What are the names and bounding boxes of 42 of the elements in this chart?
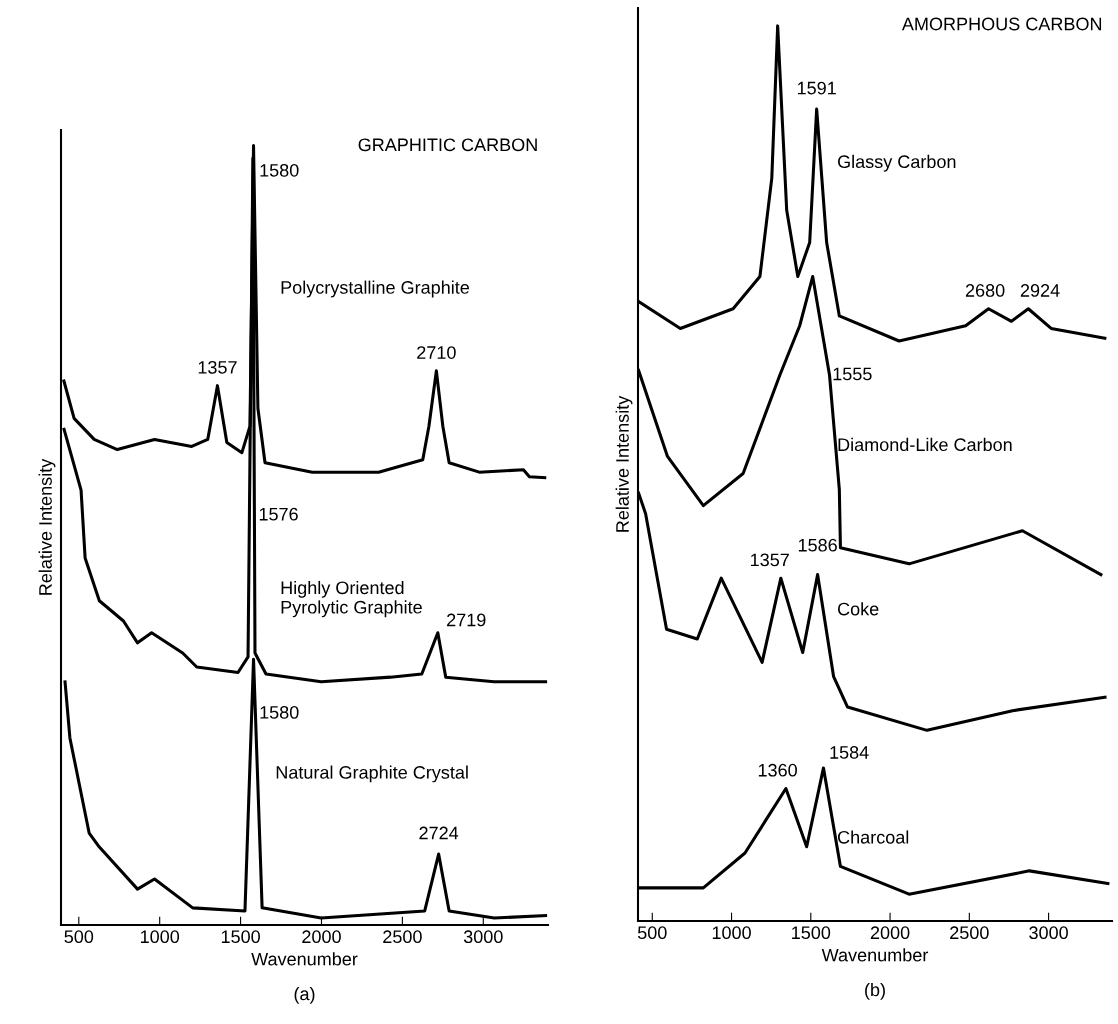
annotation: 1576 — [259, 507, 298, 521]
x-axis-title: Wavenumber — [251, 952, 358, 966]
annotation: 2710 — [417, 346, 456, 359]
y-axis-title: Relative Intensity — [615, 395, 633, 532]
x-axis-title: Wavenumber — [821, 948, 929, 962]
annotation: 1584 — [830, 746, 869, 759]
annotation: 2924 — [1020, 284, 1060, 297]
annotation: 1555 — [833, 367, 872, 381]
x-tick-label: 2000 — [302, 930, 341, 944]
annotation: 2724 — [419, 826, 459, 840]
annotation: 2719 — [447, 613, 486, 627]
series-label: Highly Oriented Pyrolytic Graphite — [281, 580, 422, 618]
x-tick-label: 1000 — [712, 926, 751, 940]
annotation: 2680 — [965, 284, 1005, 297]
x-tick-label: 1500 — [792, 926, 831, 940]
x-tick-label: 1000 — [140, 930, 180, 944]
annotation: 1580 — [260, 163, 299, 177]
x-tick-label: 2500 — [383, 930, 422, 944]
annotation: 1360 — [758, 763, 797, 777]
y-axis-title: Relative Intensity — [38, 458, 56, 595]
annotation: 1580 — [260, 706, 299, 719]
x-tick-label: 3000 — [463, 930, 503, 944]
annotation: 1357 — [198, 360, 237, 374]
x-tick-label: 2500 — [950, 926, 989, 940]
text: (b) — [865, 983, 885, 1000]
text: (a) — [294, 987, 315, 1004]
annotation: 1591 — [797, 81, 836, 95]
series-label: Diamond-Like Carbon — [838, 437, 1012, 452]
series-label: Polycrystalline Graphite — [281, 280, 470, 298]
annotation: 1586 — [798, 538, 837, 552]
series-label: Natural Graphite Crystal — [276, 765, 468, 783]
annotation: 1357 — [751, 553, 789, 567]
x-tick-label: 500 — [637, 926, 667, 940]
series-label: Glassy Carbon — [837, 154, 956, 172]
series-label: Coke — [838, 602, 879, 616]
chart-title: GRAPHITIC CARBON — [358, 138, 537, 152]
x-tick-label: 500 — [64, 930, 94, 944]
chart-title: AMORPHOUS CARBON — [901, 17, 1102, 31]
x-tick-label: 2000 — [870, 926, 910, 940]
series-label: Charcoal — [838, 830, 909, 844]
x-tick-label: 1500 — [221, 930, 260, 944]
x-tick-label: 3000 — [1029, 926, 1068, 940]
